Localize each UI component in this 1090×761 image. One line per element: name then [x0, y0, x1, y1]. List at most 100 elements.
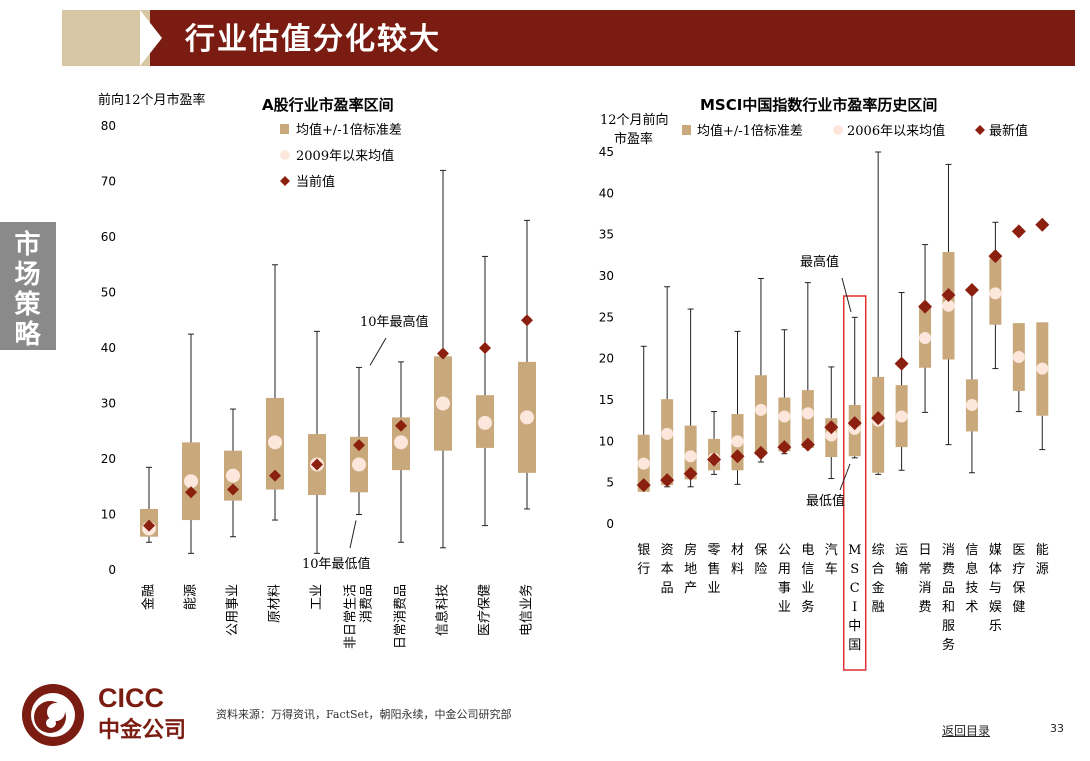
b-average-point: [1036, 362, 1049, 375]
b-annotation-max-arrow: [841, 277, 852, 313]
a-category-label: 原材料: [268, 584, 283, 623]
b-category-label: 消: [919, 581, 932, 596]
b-current-point: [707, 452, 722, 467]
b-category-label: 疗: [1012, 562, 1025, 577]
a-chart-ylabel: 前向12个月市盈率: [98, 92, 206, 108]
b-annotation-min-arrow: [839, 463, 851, 491]
b-current-point: [988, 249, 1003, 264]
b-std-band: [778, 397, 791, 452]
b-y-tick-label: 25: [599, 310, 614, 324]
b-category-label: 和: [942, 600, 955, 615]
b-category-label: 输: [895, 561, 908, 577]
b-category-label: 品: [661, 581, 674, 596]
a-current-point: [269, 469, 281, 482]
b-category-label: 运: [895, 543, 908, 558]
a-current-point: [479, 342, 491, 354]
a-annotation-min-arrow: [349, 520, 357, 549]
b-annotation-max: 最高值: [800, 254, 839, 270]
b-std-band: [661, 399, 674, 486]
b-highlight-box: [842, 295, 867, 671]
b-category-label: 行: [637, 562, 650, 577]
a-average-point: [436, 396, 450, 411]
b-category-label: 健: [1012, 600, 1025, 615]
b-category-label: 业: [778, 600, 791, 615]
b-average-point: [801, 407, 814, 420]
b-category-label: 业: [708, 581, 721, 596]
b-category-label: 地: [684, 562, 697, 577]
b-chart-ylabel-line1: 12个月前向: [600, 112, 669, 128]
b-category-label: C: [850, 581, 860, 596]
b-average-point: [1012, 351, 1025, 364]
b-category-label: 体: [989, 562, 1002, 577]
back-to-contents-link[interactable]: 返回目录: [942, 724, 991, 738]
side-tab: [0, 222, 56, 350]
b-y-tick-label: 20: [599, 352, 614, 366]
a-category-label: 公用事业: [226, 584, 241, 636]
a-average-point: [184, 474, 198, 489]
b-current-point: [964, 283, 979, 298]
b-category-label: 源: [1036, 562, 1049, 577]
a-average-point: [478, 415, 492, 430]
b-category-label: 与: [989, 581, 1002, 596]
header-chevron: [140, 10, 162, 66]
b-category-label: 综: [872, 543, 885, 558]
source-note: 资料来源：万得资讯，FactSet，朝阳永续，中金公司研究部: [216, 708, 512, 721]
b-category-label: 业: [801, 581, 814, 596]
b-average-point: [754, 403, 767, 416]
b-category-label: 事: [778, 581, 791, 596]
b-category-label: 费: [942, 562, 955, 577]
a-share-pe-chart: 前向12个月市盈率 A股行业市盈率区间 0 10 20 30 40 50 60 70 80 均值+/-…: [98, 92, 536, 649]
b-current-point: [800, 437, 815, 452]
a-legend-current: 当前值: [296, 174, 335, 190]
logo-text-cicc: CICC: [98, 683, 164, 713]
b-category-label: 电: [801, 543, 814, 558]
b-y-tick-label: 0: [606, 517, 614, 531]
a-y-tick-label: 80: [101, 119, 116, 133]
b-legend-current-swatch: [975, 125, 985, 135]
a-current-point: [437, 347, 449, 360]
b-category-label: 用: [778, 562, 791, 577]
b-y-tick-label: 10: [599, 434, 614, 448]
a-y-tick-label: 10: [101, 508, 116, 522]
a-current-point: [185, 486, 197, 499]
a-y-tick-label: 50: [101, 286, 116, 300]
b-category-label: 合: [872, 562, 885, 577]
a-current-point: [143, 519, 155, 532]
b-current-point: [824, 420, 839, 435]
b-chart-title: MSCI中国指数行业市盈率历史区间: [700, 96, 937, 114]
a-average-point: [394, 435, 408, 450]
a-chart-title: A股行业市盈率区间: [262, 96, 394, 114]
logo-text-cn: 中金公司: [98, 718, 187, 743]
side-tab-label: 市场策略: [10, 230, 40, 350]
a-category-label: 非日常生活: [344, 584, 359, 649]
b-category-label: 术: [965, 600, 978, 615]
a-current-point: [395, 419, 407, 432]
b-average-point: [731, 435, 744, 448]
b-category-label: 娱: [989, 600, 1002, 615]
b-average-point: [778, 410, 791, 423]
page-title: 行业估值分化较大: [185, 22, 441, 57]
b-category-label: 零: [708, 543, 721, 558]
a-category-label: 信息科技: [435, 584, 451, 636]
b-category-label: 日: [919, 543, 932, 558]
b-average-point: [684, 450, 697, 463]
b-category-label: 售: [708, 561, 721, 577]
a-y-tick-label: 60: [101, 230, 116, 244]
b-category-label: 车: [825, 561, 838, 577]
b-current-point: [730, 449, 745, 464]
b-average-point: [942, 299, 955, 312]
b-y-tick-label: 45: [599, 145, 614, 159]
b-category-label: 公: [778, 543, 791, 558]
b-current-point: [847, 416, 862, 431]
a-annotation-max: 10年最高值: [360, 314, 429, 330]
b-average-point: [965, 398, 978, 411]
a-y-tick-label: 0: [108, 563, 116, 577]
a-legend-band: 均值+/-1倍标准差: [296, 122, 402, 138]
a-y-tick-label: 40: [101, 341, 116, 355]
b-category-label: 技: [965, 581, 978, 596]
header-bar: [150, 10, 1075, 66]
b-current-point: [636, 478, 651, 493]
b-category-label: 乐: [989, 619, 1002, 634]
b-category-label: 服: [942, 619, 955, 634]
